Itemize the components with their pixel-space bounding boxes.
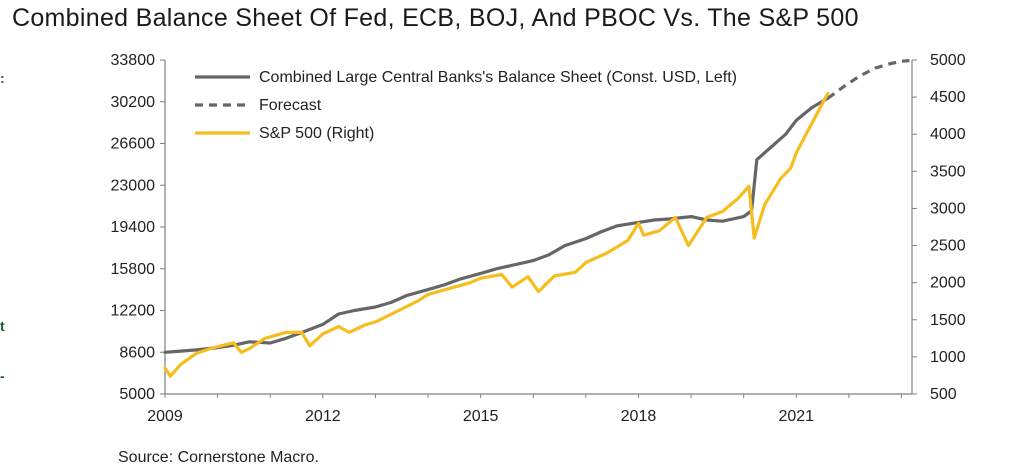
chart-title: Combined Balance Sheet Of Fed, ECB, BOJ,…: [12, 4, 859, 32]
right-tick-label: 2500: [930, 238, 966, 255]
left-tick-label: 23000: [111, 177, 156, 194]
right-tick-label: 500: [930, 386, 957, 403]
left-tick-label: 33800: [111, 52, 156, 69]
right-tick-label: 4000: [930, 126, 966, 143]
axes: 33800 30200 26600 23000 19400 15800 12200 8600 5…: [111, 52, 966, 425]
left-tick-label: 12200: [111, 303, 156, 320]
edge-mark: -: [0, 368, 5, 384]
right-tick-label: 4500: [930, 89, 966, 106]
legend-label: Combined Large Central Banks's Balance S…: [259, 69, 737, 86]
right-tick-label: 1500: [930, 312, 966, 329]
left-tick-label: 30200: [111, 94, 156, 111]
balance-sheet-line: [163, 96, 830, 354]
left-tick-label: 26600: [111, 136, 156, 153]
left-tick-label: 8600: [119, 344, 155, 361]
right-tick-label: 2000: [930, 275, 966, 292]
x-tick-label: 2012: [305, 408, 341, 425]
x-tick-label: 2021: [778, 408, 814, 425]
edge-mark: t: [0, 318, 5, 334]
legend: Combined Large Central Banks's Balance S…: [195, 69, 737, 142]
right-tick-label: 3000: [930, 200, 966, 217]
x-tick-label: 2018: [621, 408, 657, 425]
right-tick-label: 5000: [930, 52, 966, 69]
right-tick-label: 1000: [930, 349, 966, 366]
series-layer: [163, 59, 910, 378]
x-tick-label: 2009: [147, 408, 183, 425]
sp500-line: [163, 91, 830, 378]
legend-label: S&P 500 (Right): [259, 125, 374, 142]
left-tick-label: 15800: [111, 261, 156, 278]
edge-mark: :: [0, 70, 5, 86]
forecast-line: [826, 59, 910, 100]
left-tick-label: 19400: [111, 219, 156, 236]
legend-label: Forecast: [259, 97, 322, 114]
right-tick-label: 3500: [930, 163, 966, 180]
source-note: Source: Cornerstone Macro.: [118, 449, 319, 466]
left-tick-label: 5000: [119, 386, 155, 403]
x-tick-label: 2015: [463, 408, 499, 425]
